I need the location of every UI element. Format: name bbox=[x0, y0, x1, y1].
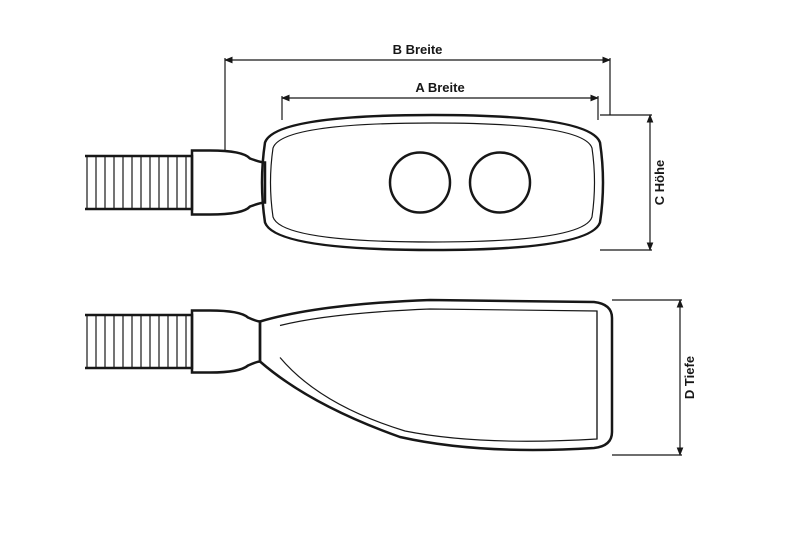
side-body-inner bbox=[280, 309, 597, 441]
top-lens-1 bbox=[390, 153, 450, 213]
dim-d-label: D Tiefe bbox=[682, 356, 697, 399]
dim-a-label: A Breite bbox=[415, 80, 464, 95]
dim-c-label: C Höhe bbox=[652, 160, 667, 206]
side-connector bbox=[192, 311, 260, 373]
top-body-inner bbox=[271, 123, 595, 242]
side-thread-outline bbox=[85, 315, 192, 368]
side-body-outer bbox=[260, 300, 612, 450]
top-body-outer bbox=[262, 115, 603, 250]
top-thread-outline bbox=[85, 156, 192, 209]
dim-b-label: B Breite bbox=[393, 42, 443, 57]
top-lens-2 bbox=[470, 153, 530, 213]
top-connector bbox=[192, 151, 265, 215]
